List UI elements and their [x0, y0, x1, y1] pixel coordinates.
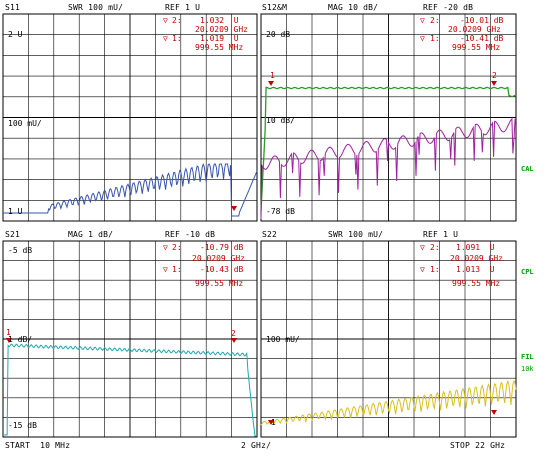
s11-marker-triangle	[231, 206, 237, 211]
s21-marker2-id: 2:	[172, 243, 182, 252]
s11-mid-label: 100 mU/	[8, 119, 42, 128]
s12-magnitude-trace	[260, 86, 517, 212]
s12-marker2-id: 2:	[430, 16, 440, 25]
s11-marker1-value: 1.019 U	[200, 34, 239, 43]
s12-marker1-id: 1:	[430, 34, 440, 43]
fil-bandwidth: 10k	[521, 365, 534, 373]
s12-phase-trace	[260, 117, 517, 220]
s12-marker1-triangle	[268, 81, 274, 86]
s12-bottom-label: -78 dB	[266, 207, 295, 216]
s21-ref: REF -10 dB	[165, 230, 216, 239]
s12-marker2-triangle	[491, 81, 497, 86]
s12-trace-marker-2: 2	[492, 71, 497, 80]
marker-triangle-icon: ▽	[163, 243, 168, 252]
s12-marker2-value: -10.01 dB	[460, 16, 504, 25]
marker-triangle-icon: ▽	[420, 16, 425, 25]
s22-scale: SWR 100 mU/	[328, 230, 384, 239]
s12-top-label: 20 dB	[266, 30, 291, 39]
s12-scale: MAG 10 dB/	[328, 3, 379, 12]
s22-marker1-id: 1:	[430, 265, 440, 274]
s21-marker2-triangle	[231, 338, 237, 343]
s22-marker2-triangle	[491, 410, 497, 415]
s21-mid-label: 1 dB/	[8, 335, 33, 344]
s11-grid	[2, 13, 258, 222]
s21-grid	[2, 240, 258, 438]
s22-title: S22	[262, 230, 278, 239]
s22-bottom-label: 1	[271, 418, 276, 427]
s21-marker1-value: -10.43 dB	[200, 265, 244, 274]
s21-marker2-freq: 20.0209 GHz	[192, 254, 245, 263]
s11-title: S11	[5, 3, 21, 12]
s11-trace	[3, 162, 258, 217]
s12-ref: REF -20 dB	[423, 3, 474, 12]
s22-marker2-value: 1.091 U	[456, 243, 495, 252]
s21-marker2-value: -10.79 dB	[200, 243, 244, 252]
s11-marker1-id: 1:	[172, 34, 182, 43]
s21-marker1-triangle	[6, 338, 12, 343]
s21-scale: MAG 1 dB/	[68, 230, 114, 239]
s22-marker2-id: 2:	[430, 243, 440, 252]
s21-bottom-label: -15 dB	[8, 421, 37, 430]
marker-triangle-icon: ▽	[163, 265, 168, 274]
s21-trace-marker-1: 1	[6, 328, 11, 337]
s22-mid-label: 100 mU/	[266, 335, 300, 344]
marker-triangle-icon: ▽	[163, 16, 168, 25]
s21-title: S21	[5, 230, 21, 239]
s12-marker2-freq: 20.0209 GHz	[448, 25, 501, 34]
s22-marker1-triangle	[268, 420, 274, 425]
s11-bottom-label: 1 U	[8, 207, 23, 216]
s11-ref: REF 1 U	[165, 3, 201, 12]
fil-indicator: FIL	[521, 353, 534, 361]
s11-marker2-value: 1.032 U	[200, 16, 239, 25]
marker-triangle-icon: ▽	[420, 265, 425, 274]
frequency-span-per-div: 2 GHz/	[241, 441, 272, 450]
stop-frequency: STOP 22 GHz	[450, 441, 506, 450]
marker-triangle-icon: ▽	[420, 34, 425, 43]
marker-triangle-icon: ▽	[163, 34, 168, 43]
marker-triangle-icon: ▽	[420, 243, 425, 252]
s22-marker1-freq: 999.55 MHz	[452, 279, 501, 288]
s22-marker1-value: 1.013 U	[456, 265, 495, 274]
s12-trace-marker-1: 1	[270, 71, 275, 80]
s12-title: S12&M	[262, 3, 288, 12]
s11-scale: SWR 100 mU/	[68, 3, 124, 12]
s21-marker1-id: 1:	[172, 265, 182, 274]
s21-marker1-freq: 999.55 MHz	[195, 279, 244, 288]
s11-marker2-id: 2:	[172, 16, 182, 25]
s22-trace	[260, 379, 517, 426]
s21-trace	[3, 343, 257, 437]
s11-marker1-freq: 999.55 MHz	[195, 43, 244, 52]
s21-top-label: -5 dB	[8, 246, 33, 255]
start-frequency: START 10 MHz	[5, 441, 71, 450]
s12-marker1-freq: 999.55 MHz	[452, 43, 501, 52]
s22-marker2-freq: 20.0209 GHz	[450, 254, 503, 263]
s11-marker2-freq: 20.0209 GHz	[195, 25, 248, 34]
s12-marker1-value: -10.41 dB	[460, 34, 504, 43]
s12-mid-label: 10 dB/	[266, 116, 295, 125]
s21-trace-marker-2: 2	[231, 329, 236, 338]
s11-top-label: 2 U	[8, 30, 23, 39]
cpl-indicator: CPL	[521, 268, 534, 276]
cal-indicator: CAL	[521, 165, 534, 173]
s22-ref: REF 1 U	[423, 230, 459, 239]
